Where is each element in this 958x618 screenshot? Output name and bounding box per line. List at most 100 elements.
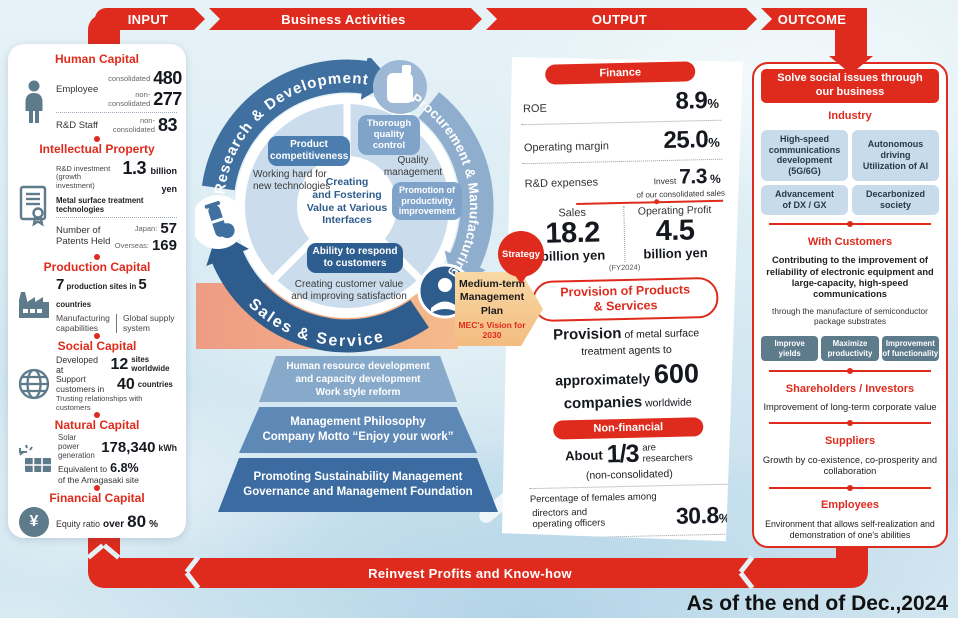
flow-segment-outcome: OUTCOME: [761, 8, 867, 30]
solar-unit: kWh: [158, 442, 177, 453]
dotted-divider: [530, 533, 731, 540]
productivity-pill: Promotion of productivity improvement: [392, 182, 462, 220]
researchers-block: About 1/3 are researchers: [564, 439, 693, 469]
rd-expenses-label: R&D expenses: [524, 176, 599, 191]
researchers-fraction: 1/3: [606, 439, 639, 469]
industry-box: Decarbonized society: [852, 184, 939, 215]
sites-value: 7: [56, 275, 65, 293]
industry-box: Autonomous driving Utilization of AI: [852, 129, 939, 181]
benefit-tag: Maximize productivity: [821, 335, 879, 362]
benefit-tag: Improvement of functionality: [881, 335, 939, 362]
section-title: Financial Capital: [49, 491, 145, 506]
solar-value: 178,340: [101, 439, 156, 457]
flow-segment-output: OUTPUT: [486, 8, 757, 30]
product-competitiveness-pill: Product competitiveness: [268, 136, 350, 166]
dotted-divider: [529, 483, 730, 490]
sites-text: production sites in: [64, 281, 139, 291]
non-financial-badge: Non-financial: [553, 417, 704, 440]
certificate-icon: [17, 185, 51, 227]
provision-badge: Provision of Products & Services: [531, 276, 719, 322]
hand-test-tube-icon: [195, 195, 245, 249]
developed-label: Developed at: [56, 355, 99, 376]
rd-staff-value: 83: [157, 115, 178, 135]
equiv-label: Equivalent to: [58, 464, 108, 475]
dotted-divider: [521, 119, 722, 126]
technology-label: Metal surface treatment technologies: [56, 196, 144, 214]
section-divider: [769, 420, 931, 427]
patents-label2: Patents Held: [56, 235, 111, 247]
solar-panel-icon: [17, 444, 53, 476]
dotted-divider: [522, 158, 723, 165]
intellectual-property-section: Intellectual Property R&D investment (gr…: [17, 142, 177, 254]
segment-label: Business Activities: [281, 11, 406, 27]
as-of-date: As of the end of Dec.,2024: [686, 592, 948, 615]
center-message: Creating and Fostering Value at Various Int…: [306, 176, 388, 227]
benefit-tag: Improve yields: [761, 335, 819, 362]
chevron-down-icon: [86, 543, 121, 560]
sales-profit-block: Sales 18.2 billion yen Operating Profit …: [521, 203, 727, 264]
equiv-note: of the Amagasaki site: [58, 475, 139, 486]
support-label: Support customers in: [56, 374, 105, 395]
industry-grid: High-speed communications development (5G/6…: [761, 129, 939, 215]
section-title: Social Capital: [57, 339, 137, 354]
section-title: Production Capital: [43, 259, 151, 274]
operating-profit-value: 4.5: [655, 213, 695, 247]
yen-coin-icon: ¥: [19, 507, 49, 538]
center-circle: [297, 156, 397, 256]
consolidated-label: consolidated: [108, 74, 151, 83]
equity-pct: %: [149, 519, 158, 531]
finance-badge: Finance: [545, 61, 696, 85]
with-customers-title: With Customers: [807, 235, 893, 248]
section-title: Natural Capital: [54, 418, 140, 433]
employee-label: Employee: [56, 83, 99, 95]
countries-value: 5: [138, 275, 147, 293]
quality-control-pill: Thorough quality control: [358, 115, 420, 155]
solar-label: Solar power generation: [58, 433, 95, 461]
section-divider: [769, 221, 931, 228]
nonconsolidated-label: non-consolidated: [112, 116, 155, 134]
manufacturing-label: Manufacturing capabilities: [56, 312, 110, 333]
employee-nonconsolidated-value: 277: [153, 89, 182, 109]
reinvest-label: Reinvest Profits and Know-how: [368, 565, 572, 581]
strategy-balloon-tail: [514, 274, 528, 284]
human-capital-section: Human Capital Employee consolidated 480 n…: [17, 52, 182, 136]
dotted-divider: [56, 216, 177, 218]
outcome-panel: Solve social issues through our business …: [752, 62, 948, 548]
plan-line2: Management Plan: [459, 291, 525, 317]
suppliers-title: Suppliers: [824, 435, 876, 448]
support-value: 40: [117, 376, 135, 394]
rd-investment-label: R&D investment: [56, 163, 111, 173]
arc-sales-service: [206, 231, 429, 353]
outcome-header: Solve social issues through our business: [761, 69, 939, 103]
countries-text: countries: [56, 299, 92, 309]
rd-sector-text: Working hard for new technologies: [253, 169, 331, 192]
social-note: Trusting relationships with customers: [56, 393, 143, 412]
supply-label: Global supply system: [116, 313, 177, 334]
production-capital-section: Production Capital 7 production sites in…: [17, 260, 177, 334]
companies-count: 600: [653, 358, 700, 390]
equiv-value: 6.8%: [110, 461, 139, 476]
arc-research-development: [201, 58, 392, 191]
pyramid-tier-2: Management Philosophy Company Motto “Enjo…: [239, 407, 477, 453]
roe-label: ROE: [522, 102, 547, 116]
arc-procurement-manufacturing: [418, 92, 494, 286]
support-unit: countries: [137, 379, 173, 389]
employee-consolidated-value: 480: [153, 68, 182, 88]
output-panel: Finance ROE 8.9% Operating margin 25.0% …: [502, 56, 743, 542]
operating-margin-label: Operating margin: [523, 140, 610, 155]
employees-text: Environment that allows self-realization…: [765, 518, 935, 540]
females-value: 30.8: [675, 501, 720, 529]
customers-text-bold: Contributing to the improvement of relia…: [766, 255, 934, 300]
material-bag-icon: [373, 60, 427, 114]
industry-box: Advancement of DX / GX: [761, 184, 848, 215]
foundation-pyramid: Human resource development and capacity d…: [218, 356, 498, 517]
rd-investment-sublabel: (growth investment): [56, 172, 95, 190]
provision-paragraph: Provision of metal surface treatment age…: [552, 324, 700, 413]
strategy-badge: Strategy: [498, 231, 544, 277]
overseas-label: Overseas:: [114, 240, 149, 250]
section-divider: [769, 484, 931, 491]
financial-capital-section: Financial Capital ¥ Equity ratio over 80…: [17, 491, 177, 538]
dotted-divider: [56, 112, 177, 113]
operating-margin-value: 25.0: [663, 126, 709, 155]
